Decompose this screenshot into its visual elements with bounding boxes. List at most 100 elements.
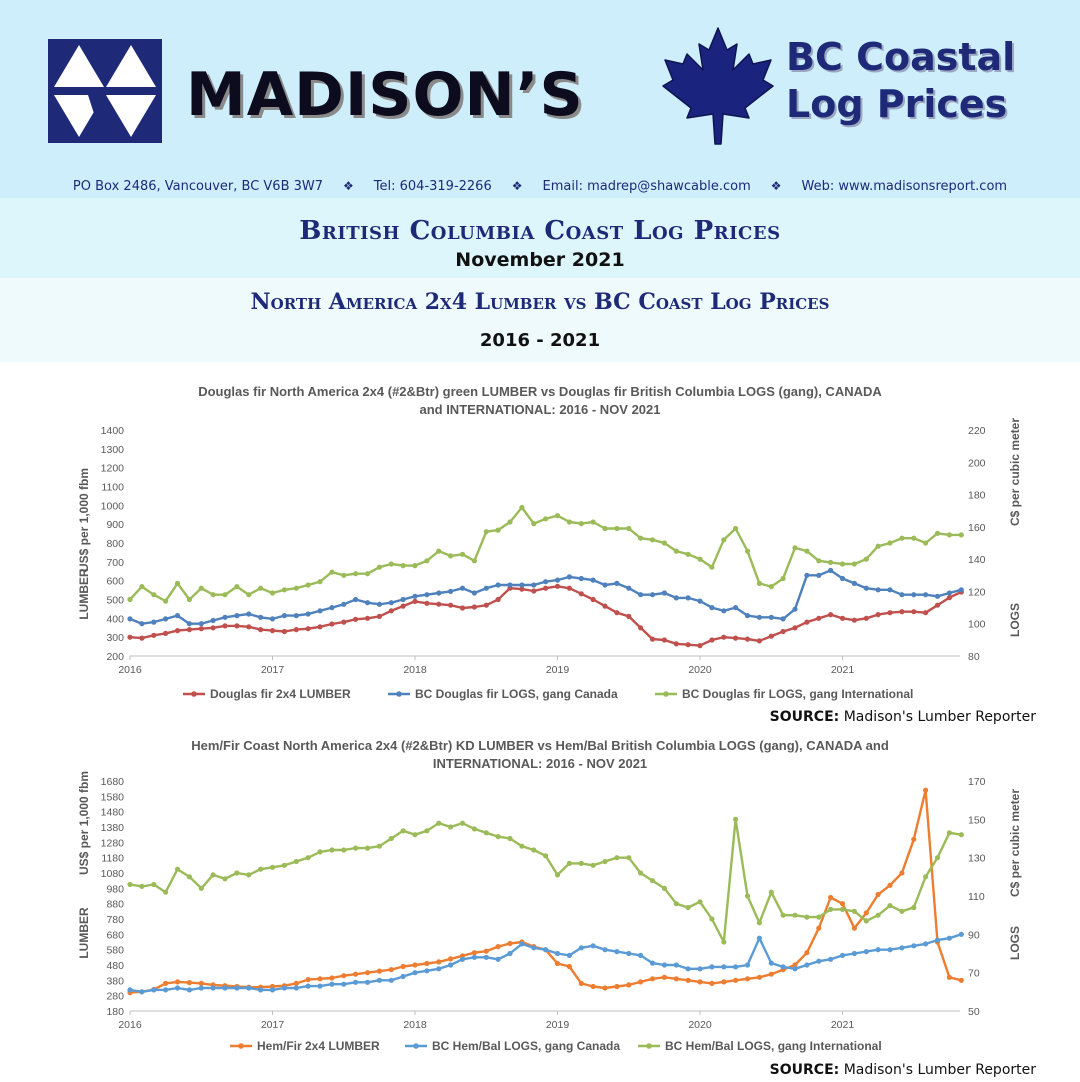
data-point: [234, 623, 240, 629]
legend-label: BC Douglas fir LOGS, gang International: [682, 687, 913, 701]
y-tick-right: 100: [968, 619, 986, 631]
data-point: [744, 636, 751, 642]
contact-email[interactable]: Email: madrep@shawcable.com: [542, 178, 751, 194]
data-point: [792, 912, 798, 918]
data-point: [341, 601, 347, 607]
subtitle-years: 2016 - 2021: [479, 330, 601, 351]
data-point: [412, 832, 418, 838]
data-point: [923, 610, 929, 616]
data-point: [661, 590, 668, 596]
data-point: [875, 587, 881, 593]
subtitle: North America 2x4 Lumber vs BC Coast Log…: [250, 289, 830, 315]
data-point: [424, 592, 430, 598]
data-point: [246, 872, 252, 878]
data-point: [329, 847, 335, 853]
data-point: [507, 582, 513, 588]
data-point: [875, 612, 881, 618]
data-point: [151, 987, 157, 993]
x-tick-label: 2017: [261, 664, 285, 676]
data-point: [649, 960, 656, 966]
data-point: [578, 575, 584, 582]
data-point: [174, 628, 181, 634]
data-point: [899, 908, 905, 914]
data-point: [946, 595, 953, 601]
data-point: [697, 643, 703, 649]
data-point: [436, 601, 442, 607]
data-point: [234, 613, 240, 619]
data-point: [638, 592, 644, 598]
data-point: [293, 858, 299, 865]
x-tick-label: 2019: [546, 664, 570, 676]
separator-icon: ❖: [343, 179, 354, 193]
y-tick-right: 130: [968, 853, 986, 865]
legend-marker: [191, 691, 197, 697]
data-point: [531, 521, 537, 527]
y-tick-left: 1480: [101, 807, 125, 819]
y-tick-right: 70: [968, 968, 980, 980]
y-tick-left: 1400: [101, 425, 125, 437]
y-tick-right: 120: [968, 586, 986, 598]
data-point: [744, 613, 751, 619]
data-point: [222, 592, 228, 598]
data-point: [768, 960, 774, 966]
data-point: [293, 627, 299, 633]
data-point: [673, 901, 679, 907]
data-point: [709, 980, 715, 986]
data-point: [780, 964, 786, 970]
data-point: [911, 904, 917, 911]
data-point: [768, 889, 774, 895]
data-point: [851, 950, 858, 957]
data-point: [471, 826, 477, 832]
data-point: [281, 587, 287, 593]
data-point: [554, 950, 561, 957]
data-point: [685, 595, 691, 601]
data-point: [163, 598, 169, 604]
data-point: [269, 616, 276, 622]
data-point: [388, 835, 394, 842]
data-point: [851, 908, 858, 914]
data-point: [376, 601, 382, 607]
y-tick-left: 1180: [101, 853, 124, 865]
data-point: [364, 845, 371, 851]
data-point: [566, 963, 573, 970]
data-point: [495, 582, 501, 588]
hem-fir-chart: Hem/Fir Coast North America 2x4 (#2&Btr)…: [77, 738, 1022, 1053]
y-axis-label-left-bottom: LUMBER: [77, 907, 91, 959]
data-point: [519, 843, 525, 849]
data-point: [816, 925, 822, 931]
contact-tel: Tel: 604-319-2266: [373, 178, 492, 194]
data-point: [638, 979, 644, 985]
data-point: [626, 613, 632, 619]
data-point: [566, 519, 573, 525]
data-point: [733, 816, 739, 822]
data-point: [459, 551, 466, 557]
data-point: [139, 635, 145, 641]
x-tick-label: 2018: [403, 1019, 427, 1031]
data-point: [471, 954, 477, 960]
data-point: [946, 974, 953, 980]
data-point: [875, 912, 881, 918]
data-point: [222, 623, 228, 629]
data-point: [139, 584, 145, 590]
data-point: [756, 580, 763, 586]
contact-web[interactable]: Web: www.madisonsreport.com: [801, 178, 1008, 194]
data-point: [448, 553, 454, 559]
y-tick-right: 90: [968, 929, 980, 941]
data-point: [163, 987, 169, 993]
data-point: [258, 866, 264, 872]
data-point: [507, 940, 513, 947]
data-point: [934, 855, 941, 861]
data-point: [543, 585, 549, 591]
legend-label: BC Hem/Bal LOGS, gang International: [665, 1039, 882, 1053]
y-tick-right: 80: [968, 651, 980, 663]
y-tick-right: 220: [968, 425, 986, 437]
data-point: [234, 584, 240, 590]
douglas-fir-chart: Douglas fir North America 2x4 (#2&Btr) g…: [77, 384, 1022, 701]
report-title: BC Coastal Log Prices: [786, 34, 1066, 128]
data-point: [127, 616, 133, 622]
data-point: [578, 860, 584, 866]
data-point: [305, 611, 311, 617]
y-tick-left: 1200: [101, 463, 125, 475]
data-point: [614, 525, 620, 532]
data-point: [364, 615, 371, 621]
